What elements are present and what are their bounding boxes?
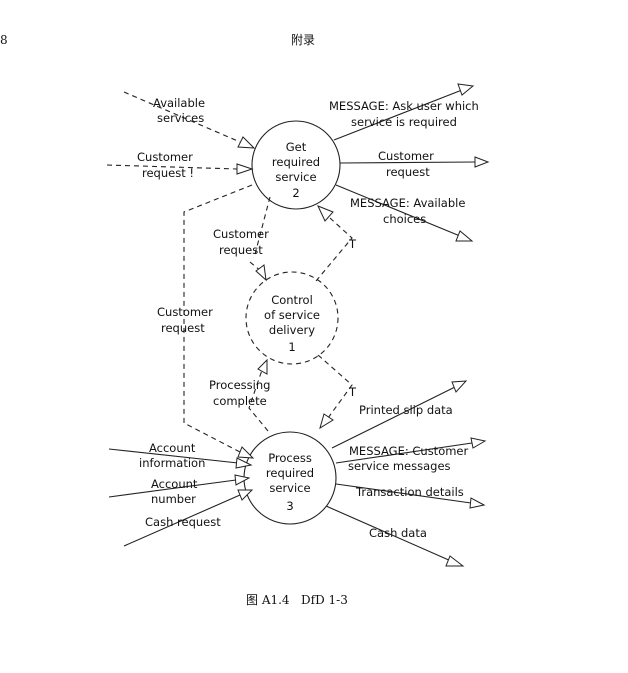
flow-cash-request-arrowhead: [237, 489, 254, 501]
flow-transaction-details-arrowhead: [469, 497, 486, 509]
flow-available-services-line: [123, 91, 241, 143]
flow-cash-data-label: Cash data: [369, 526, 427, 540]
flow-message-choices-label-2: choices: [383, 212, 426, 226]
flow-processing-complete-label-1: Processing: [209, 378, 270, 392]
flow-transaction-details-label: Transaction details: [355, 485, 464, 499]
flow-customer-request-in-line: [106, 164, 238, 170]
flow-cash-data-arrowhead: [445, 555, 465, 567]
process-circle-control-of-service-delivery: [245, 271, 339, 365]
flow-customer-request-out-label-2: request: [386, 165, 430, 179]
flow-message-customer-label-1: MESSAGE: Customer: [349, 444, 469, 458]
process-get-line-1: Get: [286, 140, 307, 154]
flow-trigger-bottom-label: T: [348, 385, 357, 399]
process-control-line-3: delivery: [269, 323, 315, 337]
figure-caption: 图 A1.4 DfD 1-3: [246, 593, 348, 607]
process-get-line-2: required: [272, 155, 320, 169]
process-control-line-2: of service: [264, 308, 320, 322]
flow-processing-complete-label-2: complete: [213, 394, 267, 408]
flow-message-choices-arrowhead: [455, 230, 474, 242]
flow-account-number-arrowhead: [234, 474, 251, 486]
flow-cash-data-line: [325, 505, 452, 562]
flow-message-ask-label-2: service is required: [351, 115, 457, 129]
flow-customer-request-in-arrowhead: [236, 163, 254, 175]
process-process-line-1: Process: [268, 451, 312, 465]
flow-message-customer-label-2: service messages: [348, 459, 451, 473]
flow-cash-request-line: [123, 494, 241, 547]
flow-trigger-bottom-line: [317, 354, 353, 419]
flow-customer-request-in-label-1: Customer: [137, 150, 193, 164]
flow-customer-request-out-line: [339, 161, 476, 164]
flow-customer-request-ctrl-label-1: Customer: [213, 227, 269, 241]
process-process-line-3: service: [269, 481, 310, 495]
flow-customer-request-long-label-2: request: [161, 321, 205, 335]
flow-message-customer-line: [335, 442, 473, 464]
flow-customer-request-long-arrowhead: [237, 446, 255, 459]
flow-printed-slip-label: Printed slip data: [359, 403, 453, 417]
flow-account-information-arrowhead: [235, 457, 253, 469]
flow-trigger-top-arrowhead: [317, 205, 334, 222]
flow-customer-request-out-arrowhead: [474, 156, 490, 168]
flow-trigger-bottom-arrowhead: [319, 413, 334, 430]
flow-message-ask-arrowhead: [457, 83, 475, 96]
flow-message-choices-label-1: MESSAGE: Available: [350, 196, 465, 210]
flow-printed-slip-arrowhead: [451, 380, 468, 393]
process-circle-get-required-service: [251, 120, 341, 210]
page-number: 8: [0, 33, 8, 47]
flow-available-services-label-2: services: [157, 111, 204, 125]
flow-trigger-top-label: T: [348, 237, 357, 251]
flow-processing-complete-line: [248, 369, 269, 432]
section-title: 附录: [291, 33, 315, 47]
flow-account-number-label-1: Account: [151, 477, 198, 491]
flow-account-information-label-2: information: [139, 456, 205, 470]
flow-available-services-label-1: Available: [153, 96, 205, 110]
process-process-line-2: required: [266, 466, 314, 480]
flow-transaction-details-line: [335, 483, 472, 504]
flow-message-ask-label-1: MESSAGE: Ask user which: [329, 99, 479, 113]
flow-account-number-label-2: number: [151, 492, 196, 506]
flow-message-choices-line: [335, 184, 461, 237]
flow-account-information-line: [108, 448, 239, 464]
flow-customer-request-out-label-1: Customer: [378, 149, 434, 163]
flow-available-services-arrowhead: [237, 136, 256, 149]
flow-message-customer-arrowhead: [470, 437, 487, 449]
flow-customer-request-in-label-2: request !: [142, 166, 194, 180]
process-get-number: 2: [292, 186, 299, 200]
flow-trigger-top-line: [315, 217, 353, 282]
flow-customer-request-ctrl-label-2: request: [219, 243, 263, 257]
process-control-number: 1: [288, 340, 295, 354]
flow-cash-request-label: Cash request: [145, 515, 221, 529]
flow-printed-slip-line: [331, 386, 456, 449]
flow-customer-request-ctrl-arrowhead: [255, 264, 267, 282]
flow-message-ask-line: [333, 89, 463, 141]
flow-customer-request-ctrl-line: [253, 196, 271, 259]
process-process-number: 3: [286, 499, 293, 513]
flow-customer-request-long-label-1: Customer: [157, 305, 213, 319]
flow-account-information-label-1: Account: [149, 441, 196, 455]
process-get-line-3: service: [275, 170, 316, 184]
flow-account-number-line: [108, 479, 237, 498]
process-control-line-1: Control: [271, 293, 313, 307]
flow-customer-request-long-line: [183, 184, 253, 453]
flow-processing-complete-arrowhead: [257, 358, 268, 375]
